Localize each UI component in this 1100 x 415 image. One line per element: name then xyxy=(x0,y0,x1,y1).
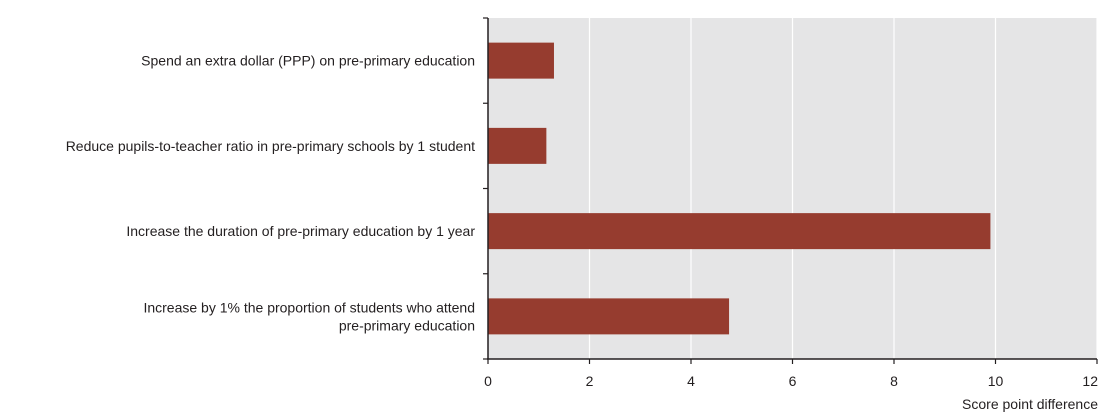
x-tick-label: 10 xyxy=(988,373,1004,389)
bars xyxy=(488,42,991,335)
category-label: Spend an extra dollar (PPP) on pre-prima… xyxy=(141,53,475,69)
category-label: pre-primary education xyxy=(339,317,475,333)
x-tick-label: 12 xyxy=(1082,373,1098,389)
category-label: Reduce pupils-to-teacher ratio in pre-pr… xyxy=(66,138,475,154)
x-axis-title: Score point difference xyxy=(962,396,1098,412)
x-tick-label: 8 xyxy=(890,373,898,389)
x-tick-labels: 0 2 4 6 8 10 12 xyxy=(484,373,1098,389)
grid-lines xyxy=(588,18,1098,359)
bar xyxy=(488,298,730,335)
category-label: Increase the duration of pre-primary edu… xyxy=(126,223,475,239)
bar xyxy=(488,42,554,79)
x-tick-label: 0 xyxy=(484,373,492,389)
category-label: Increase by 1% the proportion of student… xyxy=(143,299,475,315)
axes xyxy=(483,17,1098,364)
bar xyxy=(488,213,991,250)
x-tick-label: 2 xyxy=(586,373,594,389)
x-tick-label: 4 xyxy=(687,373,695,389)
x-tick-label: 6 xyxy=(789,373,797,389)
bar xyxy=(488,127,547,164)
category-labels: Spend an extra dollar (PPP) on pre-prima… xyxy=(66,53,476,334)
